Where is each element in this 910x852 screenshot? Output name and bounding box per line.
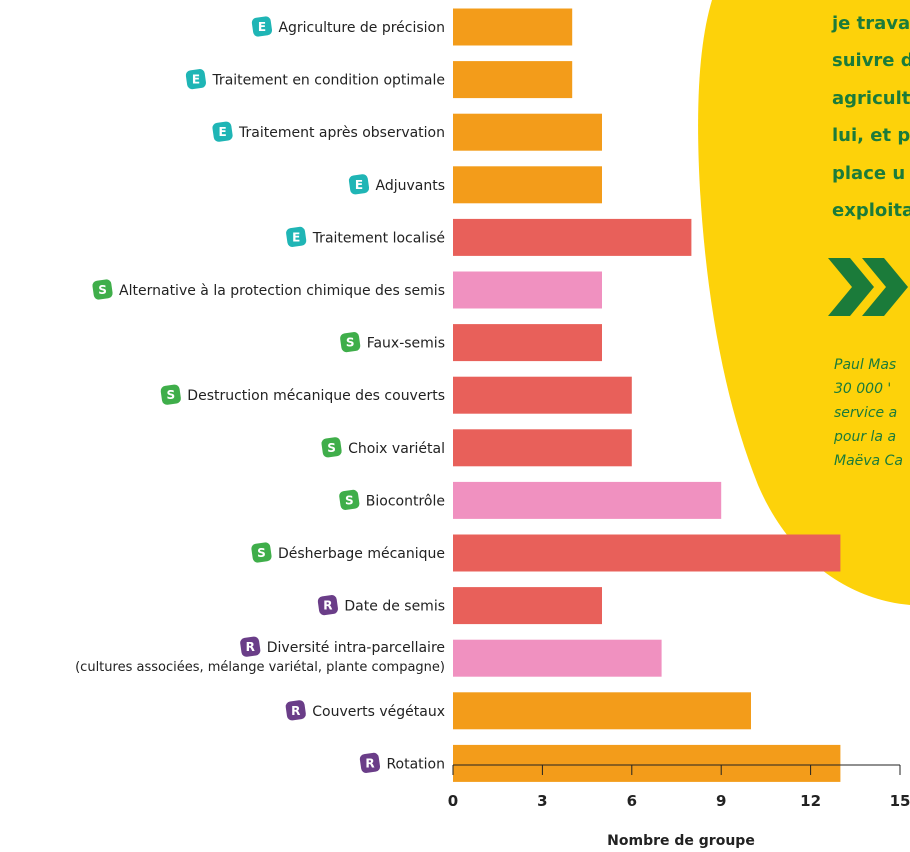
bar — [453, 61, 573, 99]
bar — [453, 639, 662, 677]
caption-line: 30 000 ' — [834, 381, 892, 397]
bar — [453, 534, 841, 572]
x-tick-label: 0 — [448, 792, 458, 810]
category-badge-letter: R — [246, 640, 255, 654]
x-tick-label: 9 — [716, 792, 726, 810]
category-label: Destruction mécanique des couverts — [187, 388, 445, 404]
category-label: Choix variétal — [348, 441, 445, 457]
category-badge — [92, 279, 113, 300]
category-badge — [317, 595, 338, 616]
category-label: Traitement en condition optimale — [211, 73, 445, 89]
category-badge — [339, 489, 360, 510]
category-badge-letter: R — [291, 704, 300, 718]
caption-line: Paul Mas — [834, 357, 897, 373]
category-badge-letter: S — [257, 546, 266, 560]
category-label: Traitement localisé — [312, 230, 445, 246]
bar — [453, 481, 722, 519]
category-badge-letter: S — [345, 493, 354, 507]
bar — [453, 271, 602, 309]
category-badge — [321, 437, 342, 458]
bar — [453, 113, 602, 151]
category-badge — [340, 332, 361, 353]
category-label: Faux-semis — [367, 336, 445, 352]
bar — [453, 166, 602, 204]
category-label: Biocontrôle — [366, 493, 445, 509]
category-badge — [212, 121, 233, 142]
category-badge-letter: S — [327, 441, 336, 455]
caption-line: Maëva Ca — [834, 453, 903, 469]
category-badge — [286, 226, 307, 247]
category-sublabel: (cultures associées, mélange variétal, p… — [75, 660, 445, 675]
category-badge-letter: E — [292, 230, 300, 244]
category-badge-letter: R — [323, 599, 332, 613]
category-badge-letter: S — [346, 336, 355, 350]
bar — [453, 587, 602, 625]
category-label: Désherbage mécanique — [278, 546, 445, 562]
category-badge-letter: E — [192, 73, 200, 87]
quote-line: suivre d — [832, 50, 910, 71]
bar — [453, 8, 573, 46]
quote-line: lui, et p — [832, 125, 910, 146]
category-label: Traitement après observation — [238, 125, 445, 141]
bar — [453, 692, 751, 730]
caption-line: service a — [834, 405, 898, 421]
category-label: Date de semis — [344, 599, 445, 615]
bar — [453, 744, 841, 782]
x-tick-label: 15 — [890, 792, 910, 810]
category-badge-letter: S — [98, 283, 107, 297]
category-label: Couverts végétaux — [312, 704, 445, 720]
quote-line: je trava — [832, 13, 910, 34]
category-badge-letter: R — [365, 756, 374, 770]
bar — [453, 376, 632, 414]
category-badge — [185, 69, 207, 90]
category-label: Alternative à la protection chimique des… — [119, 283, 445, 299]
double-chevron-right-icon — [828, 258, 908, 316]
x-tick-label: 3 — [537, 792, 547, 810]
x-tick-label: 6 — [627, 792, 637, 810]
category-badge — [251, 542, 272, 563]
quote-line: agricult — [832, 88, 910, 109]
category-label: Adjuvants — [375, 178, 445, 194]
bar — [453, 324, 602, 362]
category-badge — [359, 752, 381, 773]
bar — [453, 218, 692, 256]
category-badge — [348, 174, 370, 195]
category-badge-letter: S — [166, 388, 175, 402]
category-badge-letter: E — [218, 125, 226, 139]
quote-line: place u — [832, 163, 906, 184]
category-badge — [251, 16, 273, 37]
x-tick-label: 12 — [800, 792, 821, 810]
category-badge — [160, 384, 181, 405]
category-badge — [240, 636, 261, 657]
x-axis-title: Nombre de groupe — [607, 833, 755, 849]
caption-line: pour la a — [834, 429, 897, 445]
category-label: Agriculture de précision — [278, 20, 445, 36]
bar — [453, 429, 632, 467]
category-badge-letter: E — [355, 178, 363, 192]
quote-line: exploita — [832, 200, 910, 221]
category-badge — [285, 700, 306, 721]
category-label: Rotation — [386, 756, 445, 772]
category-badge-letter: E — [258, 20, 266, 34]
category-label: Diversité intra-parcellaire — [267, 640, 445, 656]
